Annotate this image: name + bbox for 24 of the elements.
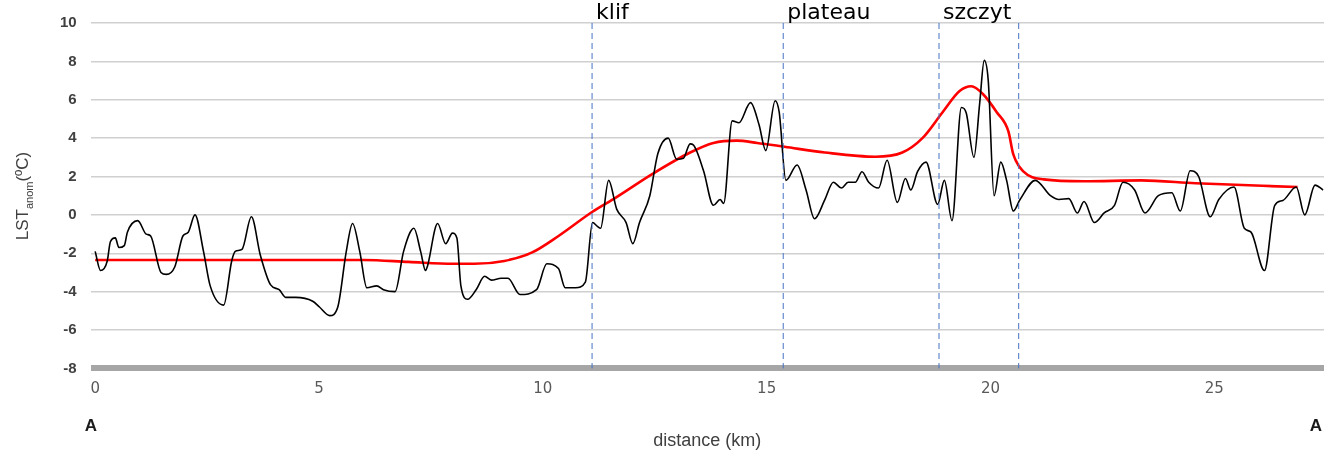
y-tick-label: 10: [60, 13, 77, 31]
text: A: [1309, 415, 1322, 435]
text: A: [84, 415, 97, 435]
y-tick-label: -4: [63, 281, 78, 299]
x-tick-label: 15: [757, 379, 777, 398]
line-series: [93, 85, 1299, 266]
y-tick-label: -2: [63, 243, 77, 261]
y-tick-label: -6: [63, 320, 77, 338]
x-tick-label: 20: [980, 379, 1001, 398]
y-tick-label: 2: [68, 166, 77, 184]
y-tick-label: 0: [68, 205, 77, 223]
x-tick-label: 25: [1204, 379, 1224, 398]
ref-line-label: klif: [596, 0, 631, 24]
line-series: [94, 59, 1324, 317]
x-tick-label: 0: [90, 379, 100, 398]
x-axis-title: distance (km): [653, 430, 762, 451]
x-tick-label: 5: [314, 379, 324, 398]
y-tick-label: 6: [68, 89, 77, 107]
x-tick-label: 10: [533, 379, 553, 398]
y-tick-label: 4: [68, 128, 78, 146]
y-tick-label: 8: [68, 51, 77, 69]
y-tick-label: -8: [63, 358, 77, 376]
ref-line-label: szczyt: [943, 0, 1012, 24]
ref-line-label: plateau: [787, 0, 871, 24]
